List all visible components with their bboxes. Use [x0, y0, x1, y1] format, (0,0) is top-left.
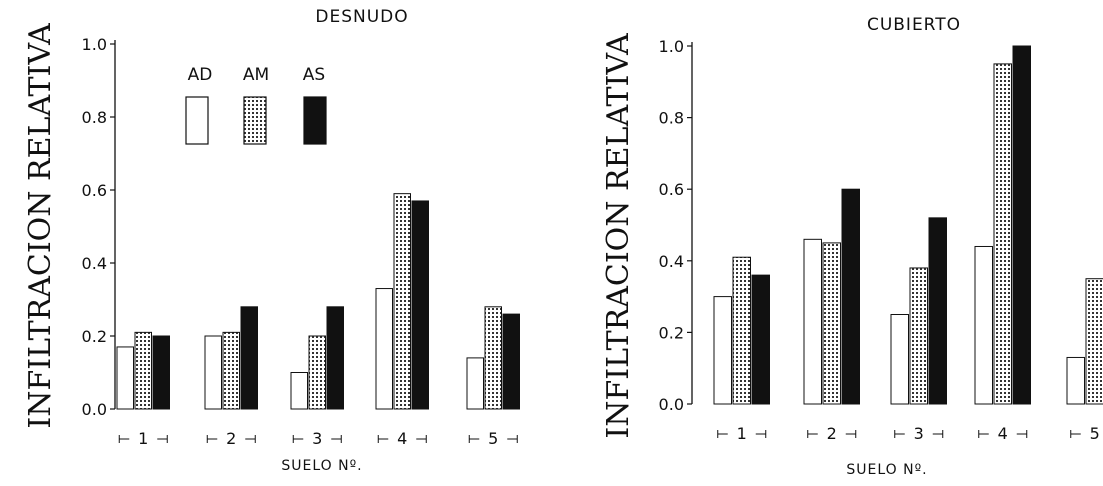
- x-tick-label: 3: [914, 424, 924, 443]
- bar-ad-suelo-1: [713, 296, 732, 405]
- legend-swatch-as: [303, 96, 327, 145]
- x-tick-label: 5: [1090, 424, 1100, 443]
- bar-am-suelo-3: [909, 267, 928, 405]
- bar-ad-suelo-4: [974, 245, 993, 405]
- bar-as-suelo-3: [928, 217, 947, 405]
- y-tick-label: 0.0: [82, 400, 107, 419]
- x-tick-label: 2: [827, 424, 837, 443]
- bar-ad-suelo-4: [375, 288, 393, 410]
- y-tick-label: 0.4: [82, 254, 107, 273]
- bar-ad-suelo-3: [290, 372, 308, 410]
- x-tick-label: 4: [998, 424, 1008, 443]
- y-tick-label: 0.8: [82, 108, 107, 127]
- bar-ad-suelo-2: [204, 335, 222, 410]
- bar-ad-suelo-2: [803, 238, 822, 405]
- x-tick-label: 1: [138, 429, 148, 448]
- bar-am-suelo-1: [134, 331, 152, 410]
- x-tick-label: 5: [488, 429, 498, 448]
- legend-label-as: AS: [303, 65, 325, 85]
- y-tick-label: 0.6: [659, 180, 684, 199]
- bar-am-suelo-3: [308, 335, 326, 410]
- bar-as-suelo-2: [240, 306, 258, 410]
- bar-as-suelo-3: [326, 306, 344, 410]
- bar-am-suelo-1: [732, 256, 751, 405]
- bar-am-suelo-2: [222, 331, 240, 410]
- y-tick-label: 0.2: [82, 327, 107, 346]
- legend-swatch-ad: [185, 96, 209, 145]
- x-tick-label: 1: [737, 424, 747, 443]
- bar-as-suelo-5: [502, 313, 520, 410]
- y-tick-label: 0.2: [659, 323, 684, 342]
- bar-am-suelo-5: [1085, 278, 1103, 405]
- bar-ad-suelo-1: [116, 346, 134, 410]
- bar-ad-suelo-5: [1066, 356, 1085, 405]
- y-axis-label: INFILTRACION RELATIVA: [601, 33, 636, 439]
- bar-ad-suelo-5: [466, 357, 484, 410]
- y-tick-label: 0.6: [82, 181, 107, 200]
- bar-ad-suelo-3: [890, 314, 909, 405]
- x-tick-label: 2: [226, 429, 236, 448]
- legend-label-am: AM: [243, 65, 269, 85]
- bar-as-suelo-1: [751, 274, 770, 405]
- chart-panel-desnudo: INFILTRACION RELATIVA DESNUDO SUELO Nº. …: [23, 7, 408, 474]
- x-tick-label: 3: [312, 429, 322, 448]
- bar-as-suelo-2: [841, 188, 860, 405]
- legend: AD AM AS: [185, 65, 327, 145]
- x-axis-label: SUELO Nº.: [846, 462, 927, 478]
- bar-as-suelo-4: [411, 200, 429, 410]
- chart-title: DESNUDO: [315, 7, 408, 27]
- y-tick-label: 1.0: [659, 37, 684, 56]
- y-axis-label: INFILTRACION RELATIVA: [23, 23, 58, 429]
- y-tick-label: 1.0: [82, 35, 107, 54]
- y-tick-label: 0.8: [659, 109, 684, 128]
- bar-am-suelo-4: [393, 193, 411, 410]
- x-axis-label: SUELO Nº.: [281, 458, 362, 474]
- bar-am-suelo-2: [822, 242, 841, 405]
- bar-as-suelo-1: [152, 335, 170, 410]
- x-tick-label: 4: [397, 429, 407, 448]
- bar-as-suelo-4: [1012, 45, 1031, 405]
- y-tick-label: 0.4: [659, 252, 684, 271]
- legend-swatch-am: [243, 96, 267, 145]
- bar-am-suelo-5: [484, 306, 502, 410]
- y-tick-label: 0.0: [659, 395, 684, 414]
- chart-title: CUBIERTO: [867, 15, 961, 35]
- bar-am-suelo-4: [993, 63, 1012, 405]
- legend-label-ad: AD: [188, 65, 213, 85]
- chart-panel-cubierto: INFILTRACION RELATIVA CUBIERTO SUELO Nº.: [601, 15, 961, 478]
